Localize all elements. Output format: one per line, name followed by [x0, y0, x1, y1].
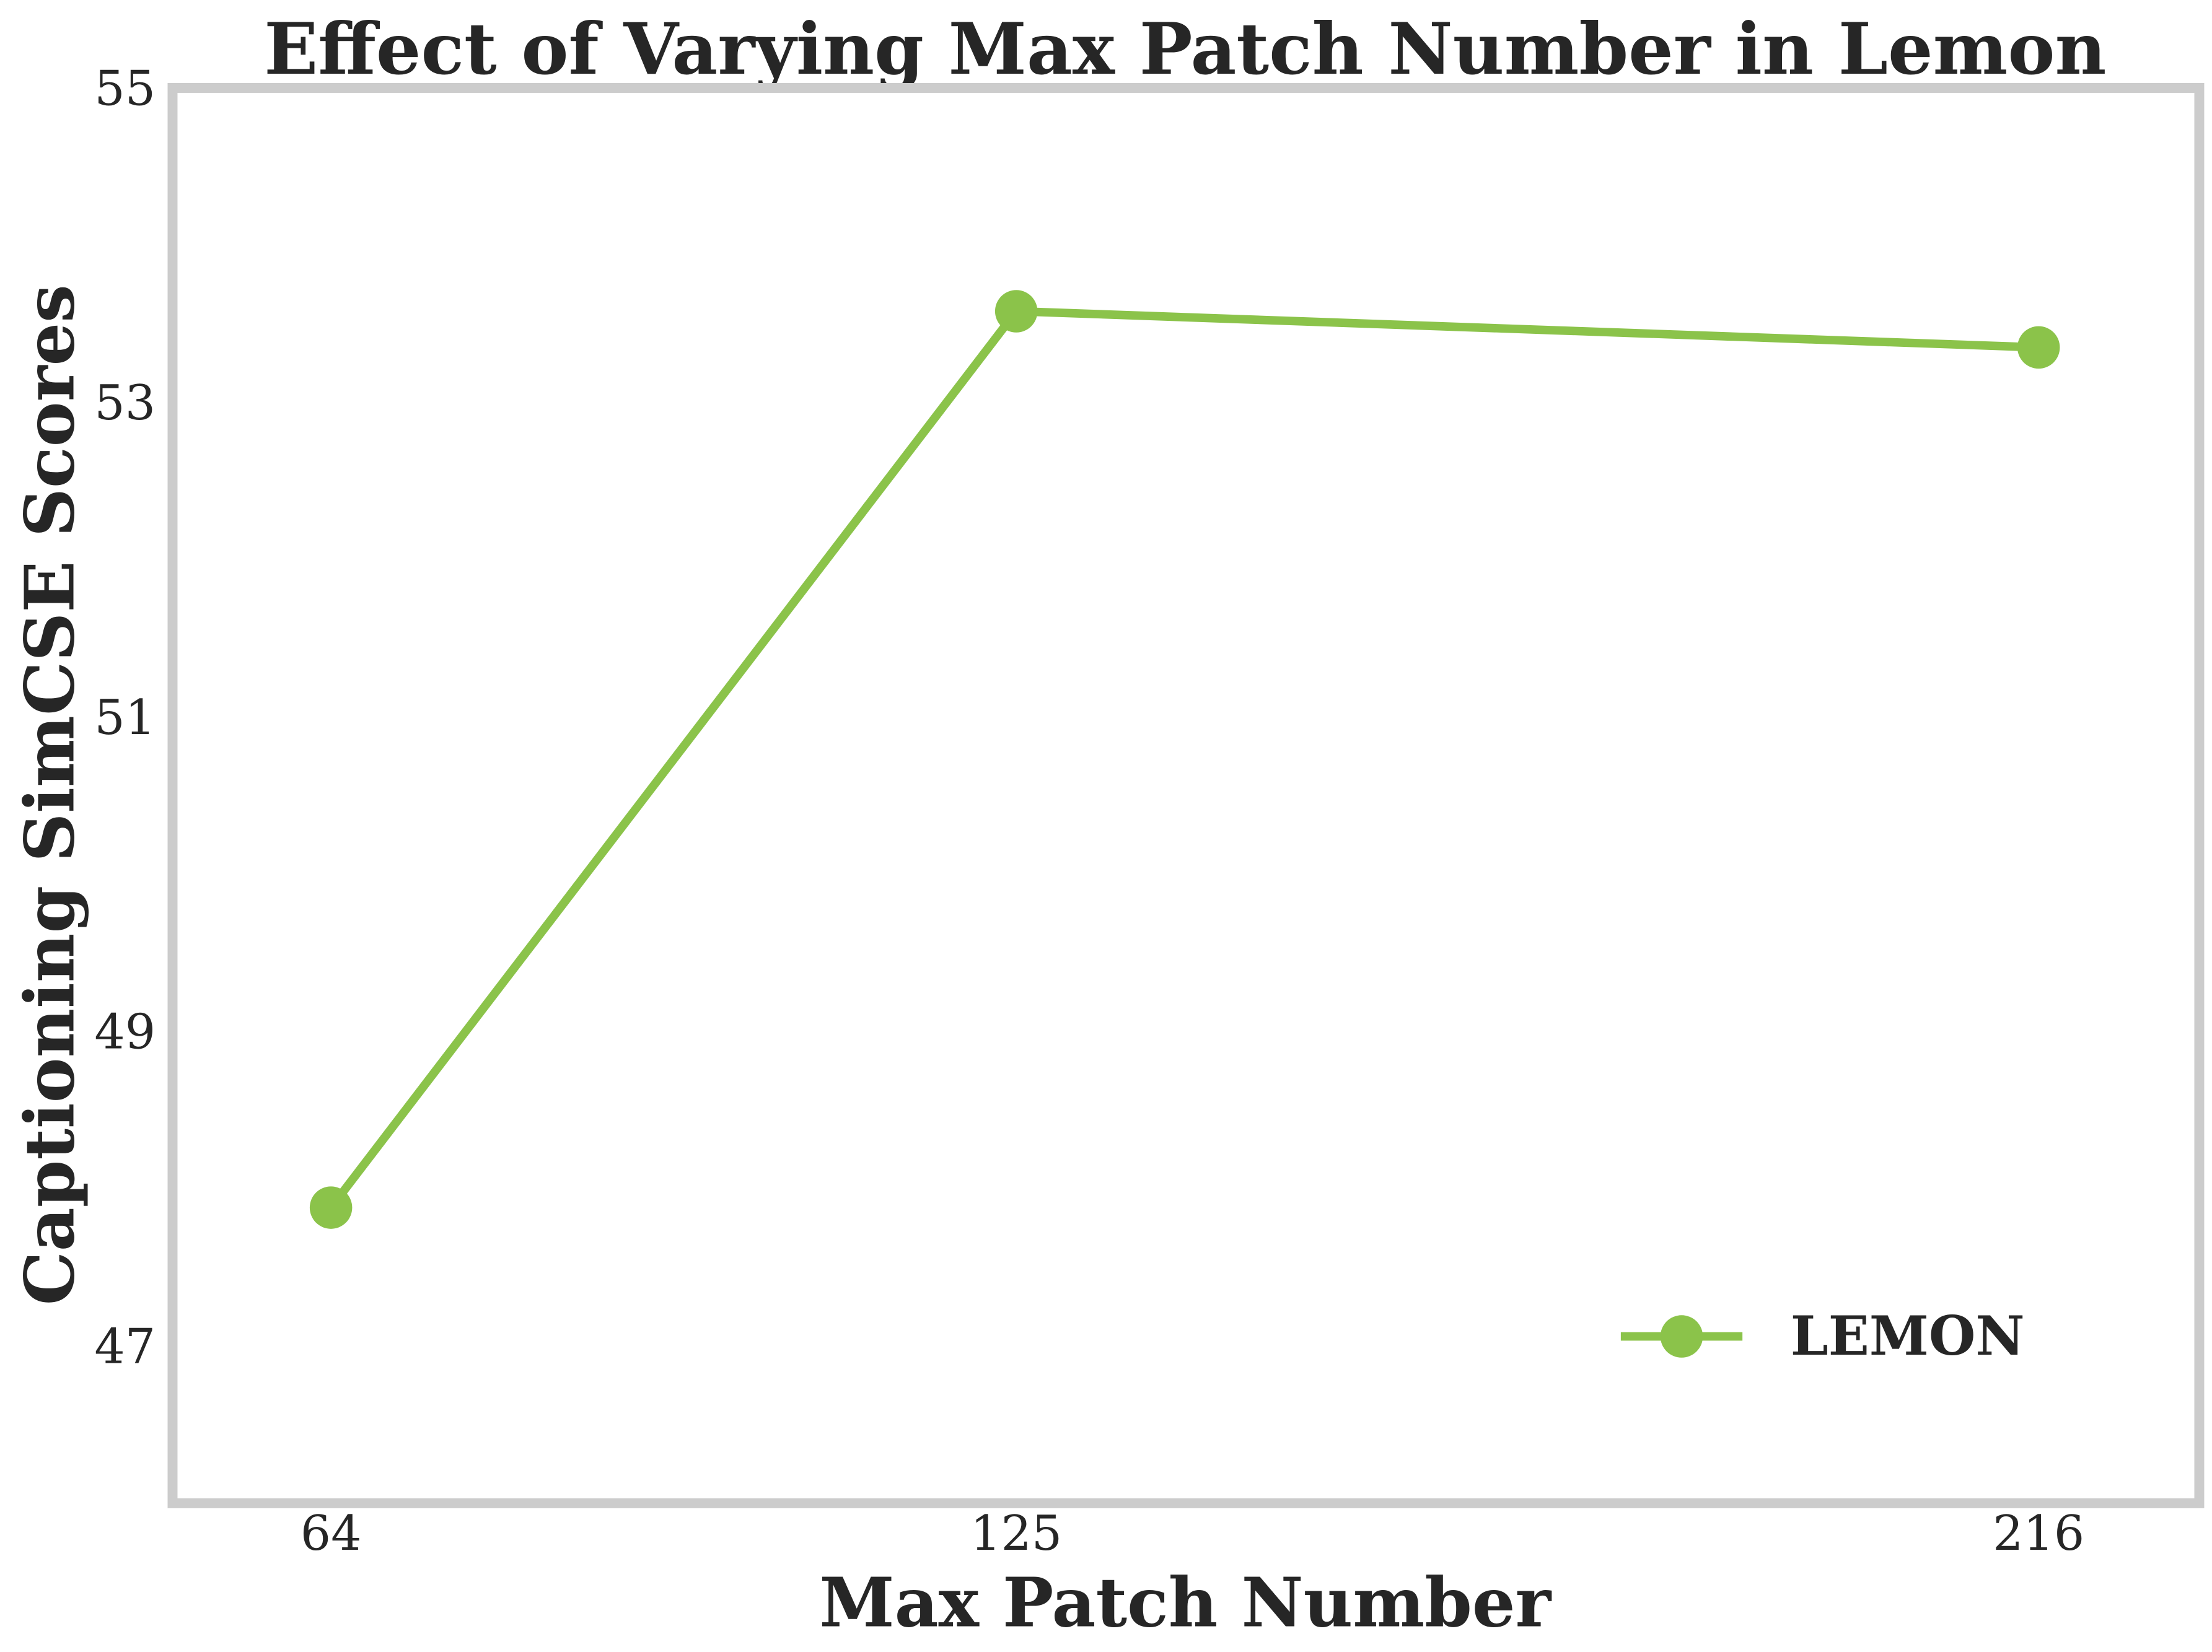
legend-label: LEMON: [1791, 1305, 2025, 1368]
data-point: [309, 1186, 353, 1229]
y-tick-label: 55: [94, 61, 156, 116]
x-tick-label: 216: [1993, 1506, 2084, 1562]
y-tick-label: 51: [94, 690, 156, 746]
chart-title: Effect of Varying Max Patch Number in Le…: [264, 7, 2106, 90]
legend-marker: [1660, 1315, 1703, 1358]
y-tick-labels: 47 49 51 53 55: [94, 61, 156, 1374]
y-tick-label: 49: [94, 1005, 156, 1060]
y-tick-label: 53: [94, 375, 156, 431]
x-axis-label: Max Patch Number: [819, 1562, 1551, 1642]
x-tick-label: 125: [970, 1506, 1062, 1562]
y-axis-label: Captioning SimCSE Scores: [10, 284, 90, 1305]
series-group: [309, 290, 2060, 1229]
data-point: [994, 290, 1038, 333]
x-tick-labels: 64 125 216: [301, 1506, 2084, 1562]
data-point: [2017, 326, 2060, 369]
y-tick-label: 47: [94, 1319, 156, 1374]
x-tick-label: 64: [301, 1506, 362, 1562]
plot-frame: [167, 82, 2205, 1508]
legend: LEMON: [1620, 1305, 2025, 1368]
